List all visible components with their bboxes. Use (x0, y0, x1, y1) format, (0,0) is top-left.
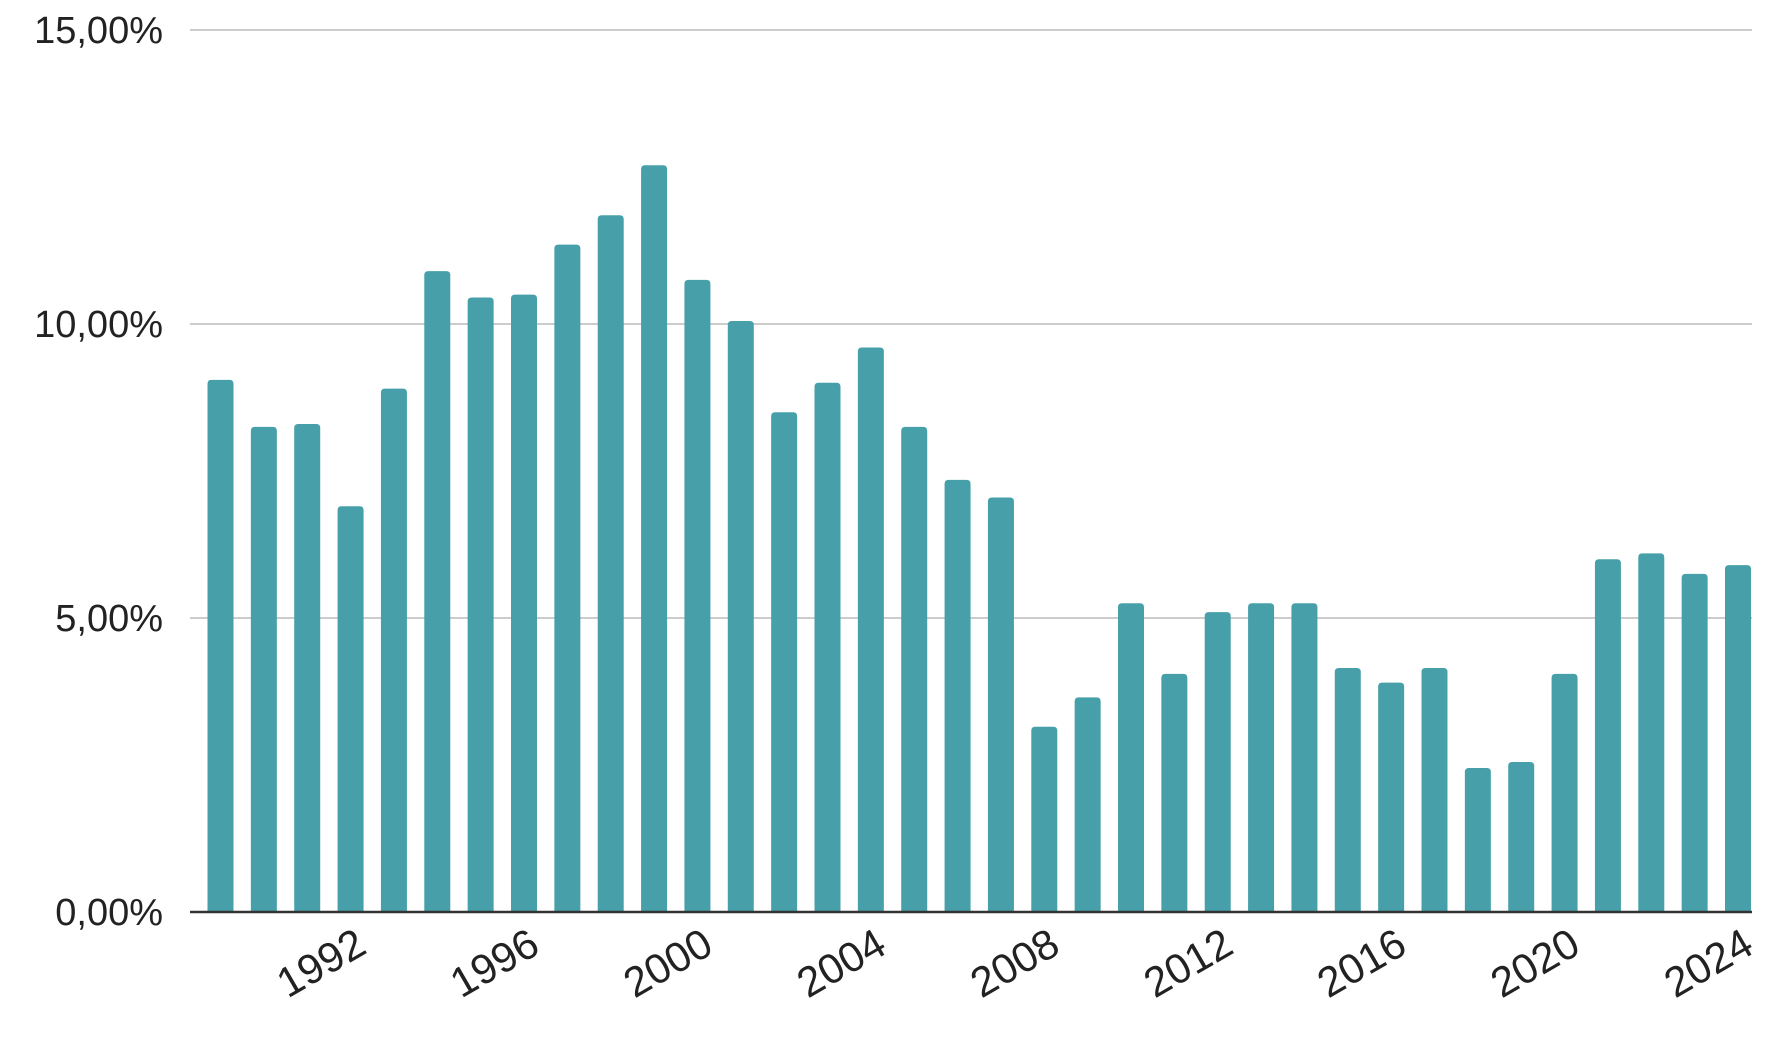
bar-2008 (1031, 726, 1058, 912)
bar-1992 (337, 506, 364, 912)
bar-2017 (1421, 667, 1448, 912)
x-tick-label: 2024 (1656, 919, 1760, 1006)
bar-2014 (1291, 603, 1318, 912)
x-tick-label: 2000 (616, 919, 720, 1006)
bar-2004 (857, 347, 884, 912)
bar-1989 (207, 379, 234, 912)
bar-1994 (424, 271, 451, 913)
y-tick-label: 15,00% (34, 10, 163, 52)
bar-2009 (1074, 697, 1101, 912)
bar-2006 (944, 479, 971, 912)
bar-2013 (1248, 603, 1275, 912)
bar-2000 (684, 279, 711, 912)
bar-1996 (511, 294, 537, 913)
x-tick-label: 1992 (269, 919, 373, 1006)
bar-2012 (1204, 612, 1231, 912)
x-tick-label: 1996 (442, 919, 546, 1006)
gridlines (190, 29, 1752, 619)
bar-1991 (294, 423, 321, 912)
bar-2022 (1638, 553, 1665, 912)
bar-2016 (1378, 682, 1405, 912)
x-tick-label: 2012 (1136, 919, 1240, 1006)
y-axis-ticks: 0,00% 5,00% 10,00% 15,00% (34, 10, 163, 934)
bar-2015 (1334, 667, 1361, 912)
y-tick-label: 0,00% (55, 892, 163, 934)
bar-2002 (771, 412, 798, 912)
bar-1990 (250, 426, 277, 912)
bar-1997 (554, 244, 581, 912)
x-tick-label: 2020 (1483, 919, 1587, 1006)
bar-2010 (1118, 603, 1144, 912)
bar-1999 (641, 165, 668, 913)
bar-2003 (814, 382, 841, 912)
y-tick-label: 10,00% (34, 304, 163, 346)
bar-2024 (1725, 565, 1751, 912)
bar-2019 (1508, 762, 1535, 912)
x-tick-label: 2004 (789, 919, 893, 1006)
bar-2020 (1551, 673, 1578, 912)
x-axis-ticks: 1992 1996 2000 2004 2008 2012 2016 2020 2024 (269, 919, 1761, 1006)
bar-2018 (1464, 767, 1491, 912)
bar-2023 (1681, 573, 1708, 912)
bar-1993 (380, 388, 407, 912)
bar-2005 (901, 426, 928, 912)
bars (207, 165, 1751, 913)
bar-1995 (467, 297, 494, 912)
bar-2001 (727, 321, 754, 912)
x-tick-label: 2008 (962, 919, 1066, 1006)
bar-1998 (597, 215, 624, 913)
bar-2011 (1161, 673, 1188, 912)
y-tick-label: 5,00% (55, 598, 163, 640)
bar-2021 (1594, 559, 1621, 912)
bar-2007 (987, 497, 1014, 912)
x-tick-label: 2016 (1309, 919, 1413, 1006)
